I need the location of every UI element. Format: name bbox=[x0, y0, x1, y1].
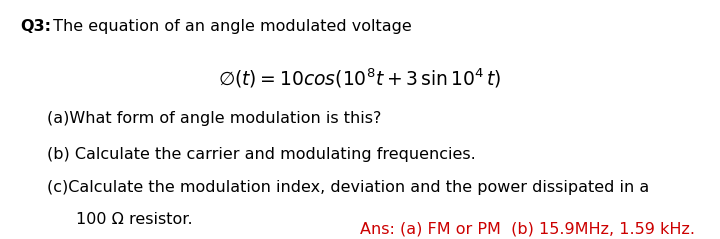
Text: (a)What form of angle modulation is this?: (a)What form of angle modulation is this… bbox=[47, 111, 381, 126]
Text: The equation of an angle modulated voltage: The equation of an angle modulated volta… bbox=[48, 19, 412, 34]
Text: 100 Ω resistor.: 100 Ω resistor. bbox=[76, 212, 192, 227]
Text: (c)Calculate the modulation index, deviation and the power dissipated in a: (c)Calculate the modulation index, devia… bbox=[47, 180, 649, 196]
Text: (b) Calculate the carrier and modulating frequencies.: (b) Calculate the carrier and modulating… bbox=[47, 147, 475, 162]
Text: Q3:: Q3: bbox=[20, 19, 51, 34]
Text: $\varnothing(t) = 10cos(10^{8}t + 3\,\mathrm{sin}\,10^{4}\,t)$: $\varnothing(t) = 10cos(10^{8}t + 3\,\ma… bbox=[218, 67, 502, 90]
Text: Ans: (a) FM or PM  (b) 15.9MHz, 1.59 kHz.: Ans: (a) FM or PM (b) 15.9MHz, 1.59 kHz. bbox=[360, 221, 695, 236]
